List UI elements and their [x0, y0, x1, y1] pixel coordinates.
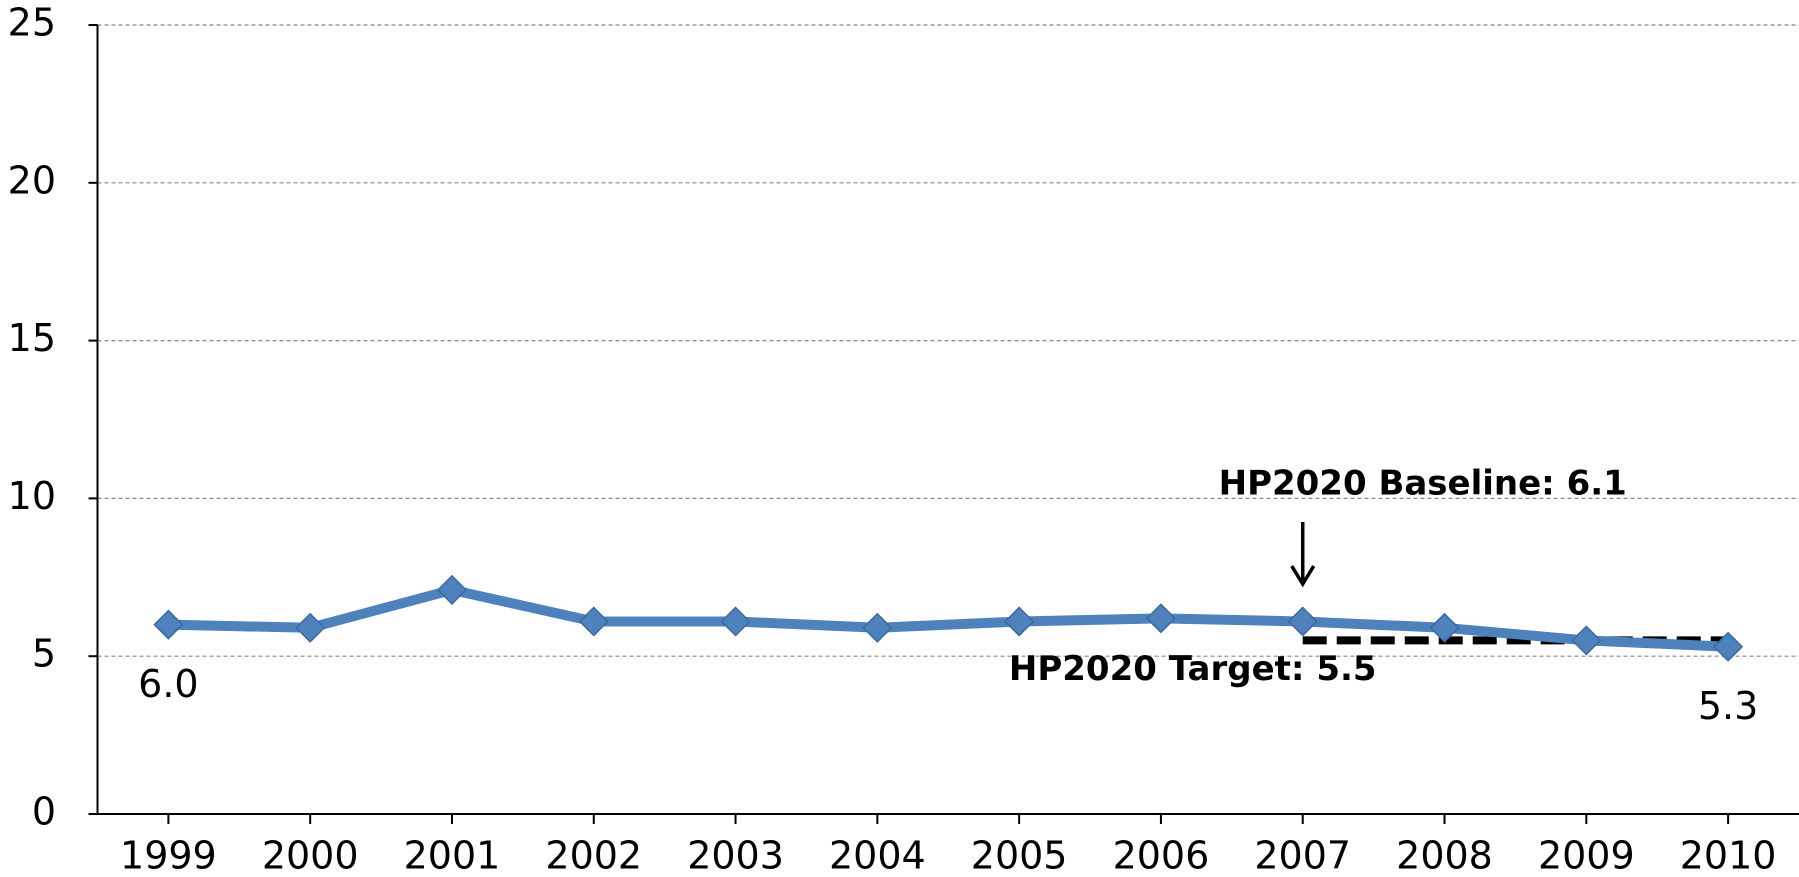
data-point — [1145, 603, 1176, 634]
x-tick-label: 2004 — [829, 834, 926, 877]
target-label: HP2020 Target: 5.5 — [1009, 649, 1377, 689]
data-point — [578, 606, 609, 637]
data-point — [436, 574, 468, 605]
y-tick-label: 0 — [32, 790, 56, 834]
x-tick-label: 2009 — [1538, 834, 1635, 877]
x-tick-label: 2002 — [545, 834, 642, 877]
data-point — [1429, 612, 1460, 643]
x-tick-label: 2005 — [971, 834, 1068, 877]
y-tick-label: 20 — [8, 158, 56, 202]
series-line — [168, 584, 1729, 652]
y-tick-label: 5 — [32, 632, 56, 676]
x-tick-label: 2008 — [1396, 834, 1493, 877]
y-tick-label: 15 — [8, 316, 56, 360]
data-point — [720, 606, 751, 637]
data-point — [1004, 606, 1035, 637]
y-tick-label: 10 — [8, 474, 56, 518]
data-label: 6.0 — [138, 662, 198, 706]
baseline-arrowhead — [1290, 565, 1316, 588]
data-point — [153, 609, 184, 640]
data-point — [862, 612, 893, 643]
x-tick-label: 2010 — [1680, 834, 1777, 877]
data-point — [1571, 625, 1602, 656]
x-tick-label: 2001 — [404, 834, 501, 877]
baseline-label: HP2020 Baseline: 6.1 — [1219, 464, 1627, 504]
y-tick-label: 25 — [8, 1, 56, 45]
data-point — [1713, 631, 1744, 662]
data-point — [1287, 606, 1318, 637]
x-tick-label: 1999 — [120, 834, 217, 877]
x-tick-label: 2006 — [1113, 834, 1210, 877]
data-point — [295, 612, 326, 643]
x-tick-label: 2003 — [687, 834, 784, 877]
x-tick-label: 2000 — [262, 834, 359, 877]
x-tick-label: 2007 — [1254, 834, 1351, 877]
data-label: 5.3 — [1698, 684, 1758, 728]
